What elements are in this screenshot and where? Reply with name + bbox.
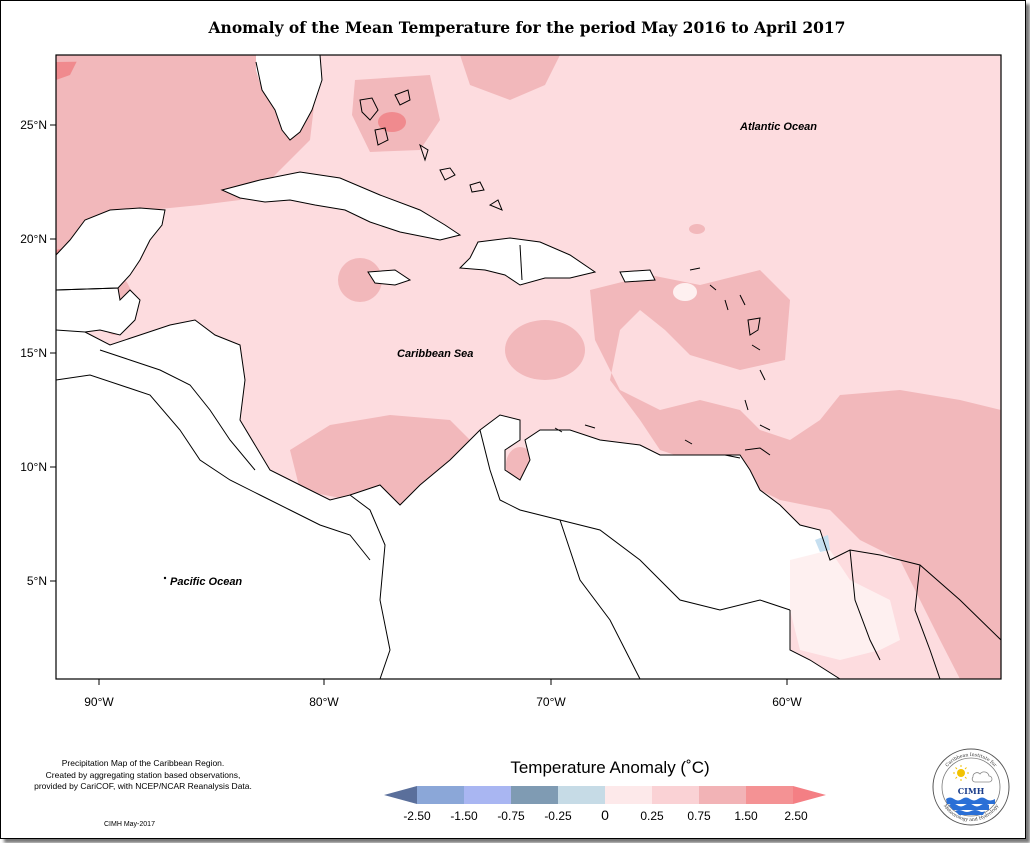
legend-bin-8 — [746, 786, 793, 804]
legend-tick-4: 0 — [601, 807, 609, 823]
caption-line-2: Created by aggregating station based obs… — [45, 769, 241, 780]
warm-patch-small — [689, 224, 705, 234]
coast-jamaica — [367, 269, 412, 286]
land-yucatan — [56, 288, 140, 335]
legend-bin-5 — [605, 786, 652, 804]
warm-patch-east — [590, 270, 1001, 640]
lon-tick-80: 80°W — [309, 695, 339, 709]
land-hispaniola — [460, 238, 595, 285]
land-florida — [256, 55, 322, 140]
legend-tick-5: 0.25 — [640, 809, 664, 823]
caption-line-3: provided by CariCOF, with NCEP/NCAR Rean… — [34, 781, 252, 791]
land-puerto-rico — [620, 270, 655, 282]
coastlines — [56, 55, 1001, 679]
land-south-america — [350, 415, 840, 679]
lon-tick-90: 90°W — [84, 695, 114, 709]
border-central-america-pacific — [99, 349, 256, 471]
map-border — [55, 54, 1002, 680]
border-haiti-dr — [519, 244, 523, 281]
sun-icon — [953, 765, 969, 781]
border-venezuela — [479, 429, 791, 611]
border-guyana — [789, 610, 841, 679]
border-french-guiana — [914, 564, 941, 679]
land-mexico — [56, 208, 165, 290]
lon-tick-70: 70°W — [536, 695, 566, 709]
legend-title: Temperature Anomaly (˚C) — [510, 758, 710, 777]
legend-tick-3: -0.25 — [544, 809, 572, 823]
legend-bin-4 — [558, 786, 605, 804]
hot-patch-bahamas — [378, 112, 406, 132]
legend-bin-0 — [384, 786, 417, 804]
legend-colorbar — [384, 786, 826, 804]
cloud-icon — [971, 771, 993, 783]
coast-south-america — [349, 414, 1001, 641]
legend-tick-2: -0.75 — [497, 809, 525, 823]
legend-ticks: -2.50 -1.50 -0.75 -0.25 0 0.25 0.75 1.50… — [403, 807, 808, 823]
anomaly-field — [56, 55, 1001, 679]
label-caribbean-sea: Caribbean Sea — [397, 348, 473, 360]
near-zero-patch-pr — [673, 283, 697, 301]
waves-icon — [946, 797, 995, 815]
warm-patch-north — [460, 55, 560, 100]
cimh-logo: Caribbean Institute for Meteorology and … — [932, 748, 1010, 826]
legend-tick-8: 2.50 — [784, 809, 808, 823]
near-zero-patch-guiana — [790, 550, 900, 660]
coast-puerto-rico — [619, 269, 656, 283]
coast-bahamas — [359, 89, 503, 211]
coast-mexico — [56, 207, 166, 291]
warm-patch-jamaica — [338, 258, 382, 302]
legend-tick-7: 1.50 — [734, 809, 758, 823]
lat-tick-25: 25°N — [20, 118, 47, 132]
lat-tick-5: 5°N — [27, 574, 47, 588]
coast-cuba — [220, 171, 462, 241]
lon-tick-60: 60°W — [772, 695, 802, 709]
coast-yucatan — [56, 287, 141, 336]
legend-tick-1: -1.50 — [450, 809, 478, 823]
land-jamaica — [368, 270, 410, 285]
coast-hispaniola — [458, 237, 597, 286]
map-title: Anomaly of the Mean Temperature for the … — [208, 18, 846, 37]
border-suriname — [849, 549, 881, 661]
label-atlantic-ocean: Atlantic Ocean — [739, 121, 817, 133]
lat-axis: 25°N 20°N 15°N 10°N 5°N — [20, 118, 56, 588]
lon-axis: 90°W 80°W 70°W 60°W — [84, 679, 802, 709]
border-colombia — [559, 519, 641, 679]
legend-bin-3 — [511, 786, 558, 804]
lat-tick-10: 10°N — [20, 460, 47, 474]
legend-bin-9 — [793, 786, 826, 804]
legend-bin-6 — [652, 786, 699, 804]
warm-patch-south — [290, 415, 470, 510]
label-pacific-ocean: Pacific Ocean — [170, 576, 242, 588]
coast-lesser-antilles — [689, 267, 771, 459]
legend-bin-7 — [699, 786, 746, 804]
coast-florida — [255, 55, 323, 141]
credit-label: CIMH May-2017 — [104, 821, 155, 828]
land-central-america — [56, 320, 390, 679]
coast-abc-islands — [554, 424, 693, 445]
legend-bin-2 — [464, 786, 511, 804]
coast-central-america — [84, 319, 391, 679]
gulf-coast — [56, 55, 256, 62]
caption-line-1: Precipitation Map of the Caribbean Regio… — [61, 758, 225, 768]
map-caption: Precipitation Map of the Caribbean Regio… — [8, 758, 278, 793]
warm-patch-central — [505, 320, 585, 380]
lat-tick-15: 15°N — [20, 346, 47, 360]
coast-pacific — [56, 374, 371, 561]
legend-tick-6: 0.75 — [687, 809, 711, 823]
legend-tick-0: -2.50 — [403, 809, 431, 823]
warm-patch-guiana — [900, 560, 1001, 679]
lat-tick-20: 20°N — [20, 232, 47, 246]
land-cuba — [222, 172, 460, 240]
ocean-labels: Atlantic Ocean Caribbean Sea Pacific Oce… — [170, 121, 817, 588]
pacific-marker-dot — [163, 576, 167, 580]
logo-text: CIMH — [958, 786, 985, 796]
legend-bin-1 — [417, 786, 464, 804]
